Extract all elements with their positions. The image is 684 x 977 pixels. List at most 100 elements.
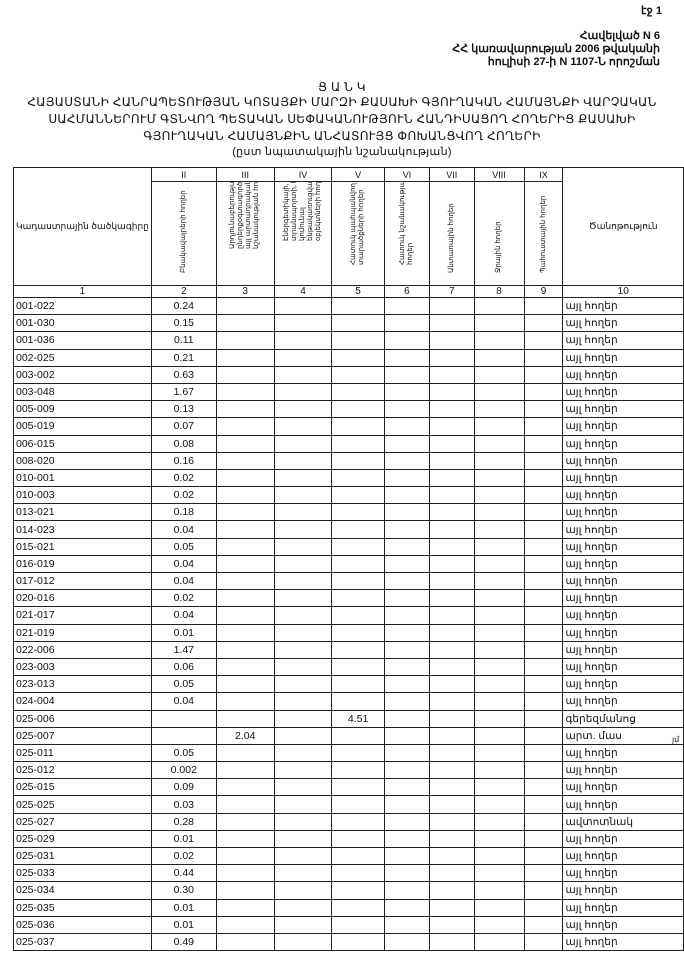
column-number: 9: [523, 285, 564, 298]
note-cell: այլ հողեր: [562, 915, 684, 934]
area-cell: 0.15: [150, 314, 217, 333]
area-cell: 0.002: [150, 761, 217, 780]
area-cell: [150, 726, 217, 745]
cadastral-code: 025-035: [13, 898, 152, 917]
note-cell: այլ հողեր: [562, 743, 684, 763]
area-cell: 0.30: [150, 881, 217, 900]
area-cell: [383, 296, 431, 316]
area-cell: [331, 400, 385, 419]
area-cell: [429, 743, 475, 763]
area-cell: [273, 864, 333, 883]
area-cell: [523, 589, 564, 608]
area-cell: [331, 623, 385, 642]
note-cell: այլ հողեր: [562, 778, 684, 797]
area-cell: 0.05: [150, 743, 217, 763]
area-cell: [383, 331, 431, 350]
cadastral-code: 025-025: [13, 795, 152, 814]
area-cell: [331, 726, 385, 745]
area-cell: [273, 623, 333, 642]
area-cell: [331, 795, 385, 814]
area-cell: [473, 640, 525, 659]
area-cell: [331, 486, 385, 505]
area-cell: [383, 314, 431, 333]
cadastral-code: 025-029: [13, 829, 152, 849]
cadastral-code: 025-033: [13, 864, 152, 883]
area-cell: 0.21: [150, 348, 217, 367]
area-cell: [331, 606, 385, 625]
area-cell: [331, 640, 385, 659]
area-cell: 0.18: [150, 503, 217, 522]
area-cell: [523, 382, 564, 402]
area-cell: 0.04: [150, 692, 217, 711]
area-cell: [473, 451, 525, 470]
area-cell: [273, 434, 333, 453]
area-cell: [331, 417, 385, 436]
area-cell: [523, 846, 564, 866]
area-cell: [331, 761, 385, 780]
cadastral-code: 010-001: [13, 468, 152, 488]
table-row: 021-017 0.04 այլ հողեր: [13, 606, 684, 625]
area-cell: [429, 417, 475, 436]
area-cell: [523, 743, 564, 763]
table-row: 024-004 0.04 այլ հողեր: [13, 692, 684, 711]
table-row: 006-015 0.08 այլ հողեր: [13, 434, 684, 453]
area-cell: [215, 606, 275, 625]
doc-title-line: ՍԱՀՄԱՆՆԵՐՈՒՄ ԳՏՆՎՈՂ ՊԵՏԱԿԱՆ ՍԵՓԱԿԱՆՈՒԹՅՈ…: [48, 112, 636, 126]
area-cell: [523, 606, 564, 625]
column-number: 8: [473, 285, 525, 298]
column-header-text: Էներգետիկայի, տրանսպորտի, կապի, կոմունալ…: [282, 181, 322, 242]
area-cell: [473, 709, 525, 728]
area-cell: [429, 915, 475, 934]
area-cell: 0.04: [150, 554, 217, 574]
note-cell: այլ հողեր: [562, 829, 684, 849]
area-cell: [383, 795, 431, 814]
area-cell: [383, 761, 431, 780]
area-cell: [429, 898, 475, 917]
note-cell: այլ հողեր: [562, 400, 684, 419]
area-cell: [331, 692, 385, 711]
area-cell: 0.63: [150, 365, 217, 384]
area-cell: [429, 864, 475, 883]
area-cell: 0.24: [150, 296, 217, 316]
area-cell: [215, 554, 275, 574]
area-cell: [523, 726, 564, 745]
area-cell: [523, 761, 564, 780]
area-cell: [331, 657, 385, 677]
roman-numeral: II: [150, 167, 217, 182]
area-cell: [331, 348, 385, 367]
area-cell: [331, 365, 385, 384]
area-cell: [331, 537, 385, 556]
area-cell: [473, 743, 525, 763]
area-cell: [215, 296, 275, 316]
area-cell: [523, 451, 564, 470]
area-cell: [429, 932, 475, 952]
column-header: Բնակավայրերի հողեր: [150, 181, 217, 286]
cadastral-code: 025-015: [13, 778, 152, 797]
area-cell: [273, 829, 333, 849]
table-row: 002-025 0.21 այլ հողեր: [13, 348, 684, 367]
area-cell: 0.02: [150, 846, 217, 866]
area-cell: [383, 606, 431, 625]
note-cell: այլ հողեր: [562, 296, 684, 316]
note-cell: այլ հողեր: [562, 331, 684, 350]
area-cell: [383, 898, 431, 917]
page-number: էջ 1: [641, 5, 662, 17]
cadastral-code: 015-021: [13, 537, 152, 556]
area-cell: [273, 331, 333, 350]
area-cell: 0.04: [150, 520, 217, 539]
area-cell: [383, 932, 431, 952]
area-cell: [383, 417, 431, 436]
cadastral-code: 005-009: [13, 400, 152, 419]
area-cell: [215, 331, 275, 350]
area-cell: [429, 589, 475, 608]
area-cell: [215, 932, 275, 952]
note-cell: այլ հողեր: [562, 795, 684, 814]
area-cell: [429, 761, 475, 780]
note-cell: այլ հողեր: [562, 864, 684, 883]
area-cell: 0.01: [150, 623, 217, 642]
area-cell: [523, 812, 564, 831]
area-cell: [215, 795, 275, 814]
area-cell: [331, 932, 385, 952]
area-cell: [215, 486, 275, 505]
area-cell: 0.44: [150, 864, 217, 883]
